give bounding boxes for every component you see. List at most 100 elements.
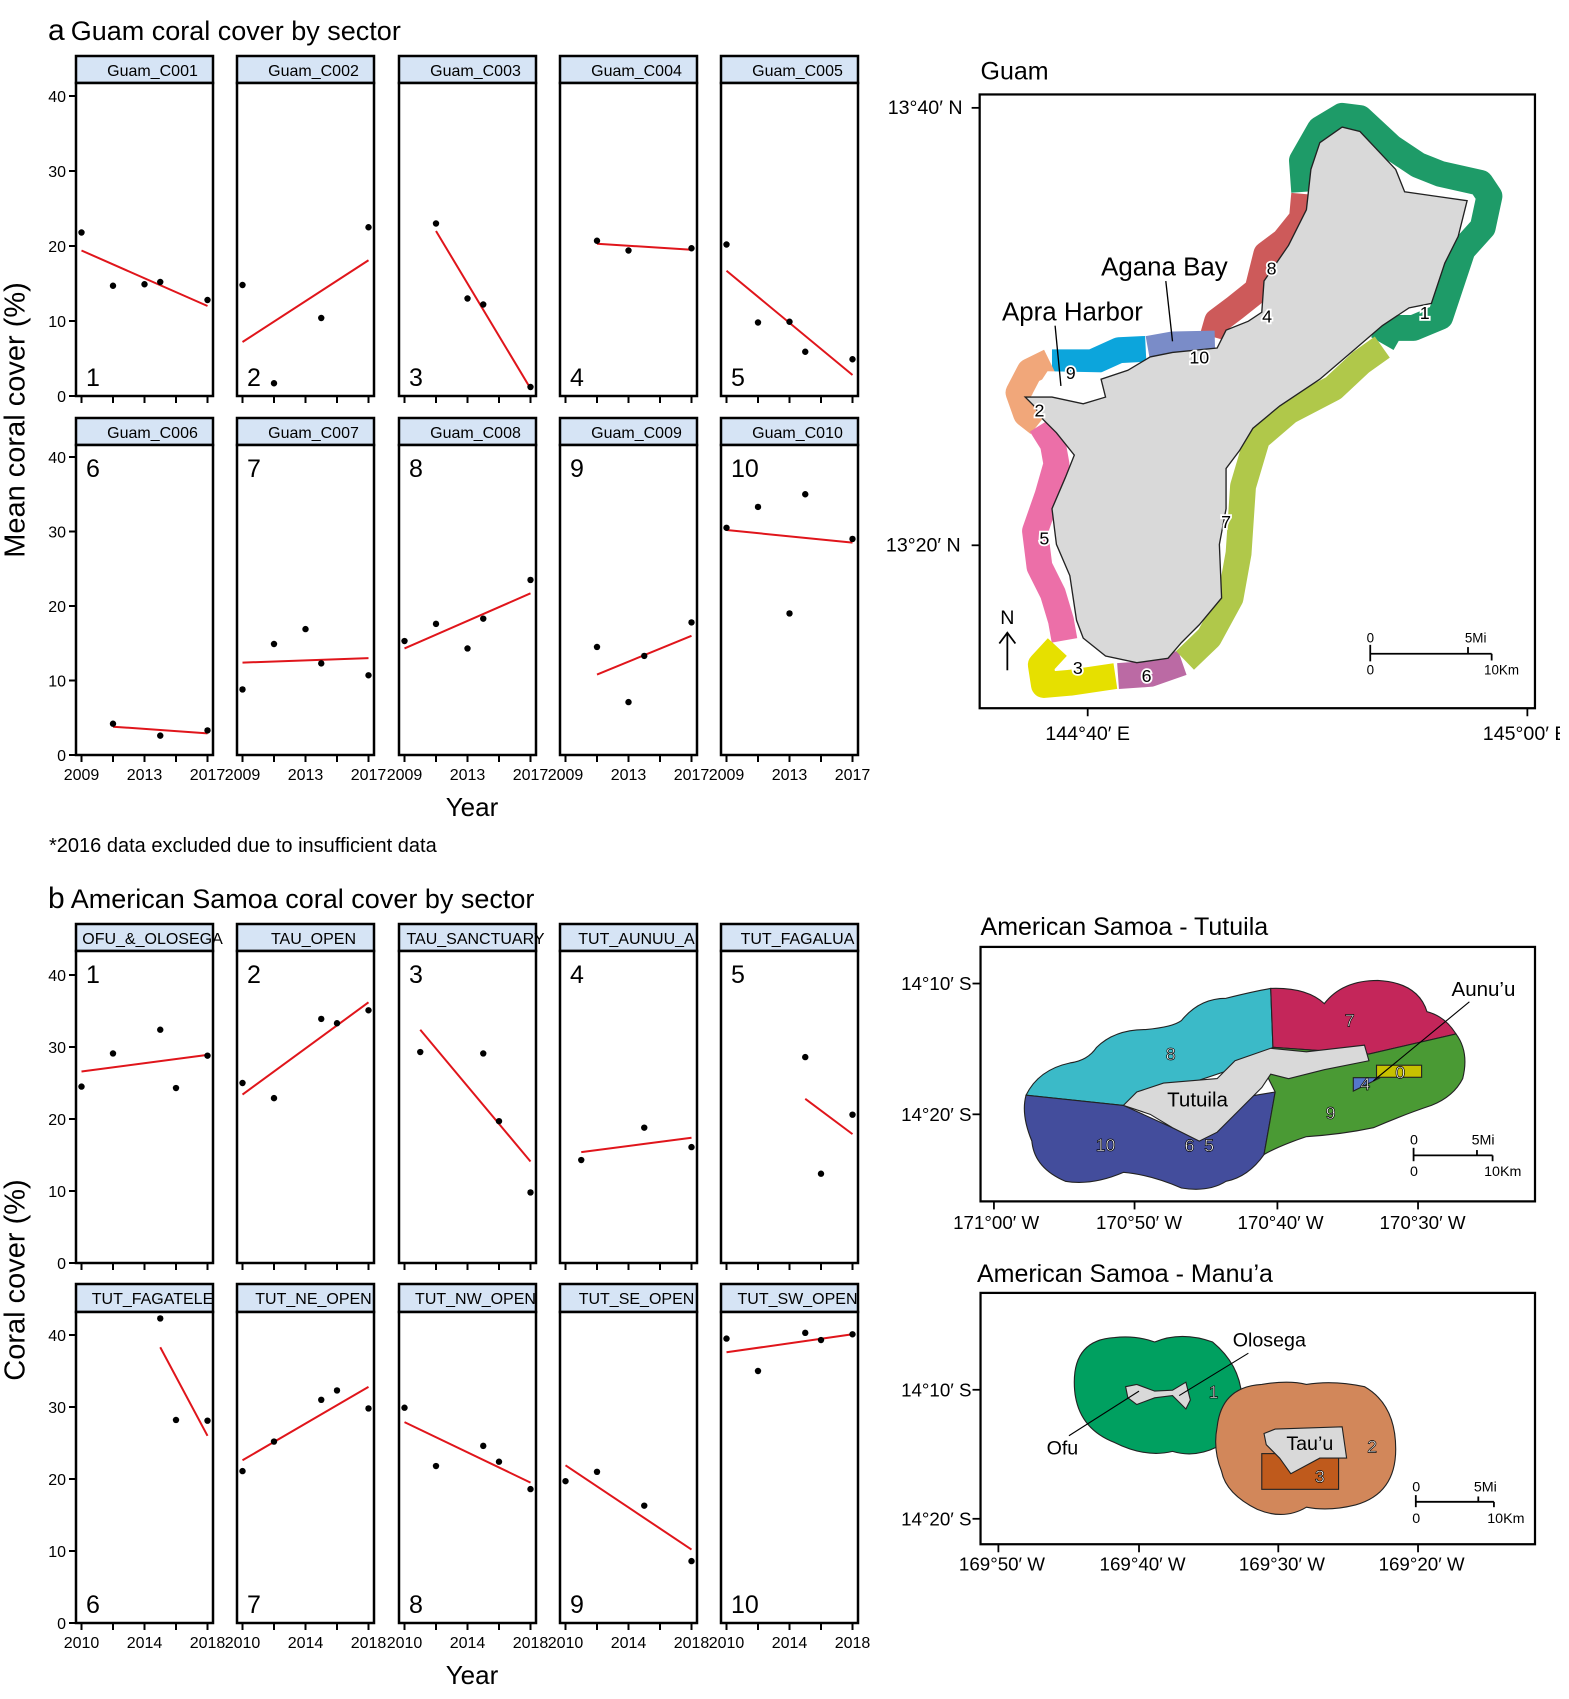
facet-strip-label: Guam_C004 (591, 63, 682, 80)
data-point (204, 727, 211, 734)
facet-plot-area (397, 949, 538, 1265)
facet-strip (558, 54, 699, 85)
x-tick-label: 2013 (450, 767, 486, 784)
x-tick-label: 2013 (127, 767, 163, 784)
facet-strip (558, 1282, 699, 1314)
facet-panel: TAU_OPEN 2 (235, 922, 376, 1270)
data-point (527, 1485, 534, 1493)
north-arrow-icon: N (998, 607, 1017, 671)
data-point (270, 1094, 278, 1102)
facet-strip-label: Guam_C002 (268, 63, 359, 80)
sector-number: 9 (570, 455, 584, 483)
guam-sector-label: 8 (1267, 258, 1277, 278)
sector-number: 10 (731, 1591, 759, 1619)
ofu-olosega-island (1124, 1381, 1191, 1410)
x-tick-label: 2017 (351, 767, 387, 784)
guam-sector-2 (1005, 349, 1056, 435)
scale-label: 10Km (1484, 1164, 1521, 1180)
data-point (688, 619, 695, 626)
data-point (625, 247, 632, 254)
guam-sector-7 (1176, 336, 1390, 670)
guam-map: Guam 13°40′ N 13°20′ N 144°40′ E 145°00′… (886, 57, 1560, 745)
tutuila-sector-label: 10 (1096, 1135, 1116, 1155)
x-tick-label: 2014 (288, 1635, 324, 1652)
facet-plot-area (719, 1310, 860, 1625)
y-tick-label: 40 (48, 1328, 66, 1345)
panel-b-title-text: American Samoa coral cover by sector (70, 884, 535, 914)
facet-strip-label: TAU_SANCTUARY (406, 931, 544, 948)
y-tick-label: 0 (57, 748, 66, 765)
footnote: *2016 data excluded due to insufficient … (49, 835, 437, 857)
manua-map-title: American Samoa - Manu’a (977, 1260, 1273, 1288)
data-point (109, 282, 117, 289)
facet-strip (558, 416, 699, 447)
sector-number: 5 (731, 961, 745, 989)
x-tick-label: 2013 (772, 767, 808, 784)
x-tick-label: 2017 (513, 767, 549, 784)
facet-strip-label: Guam_C008 (430, 425, 521, 442)
tutuila-lat-label: 14°20′ S (901, 1104, 971, 1125)
x-tick-label: 2018 (513, 1635, 549, 1652)
tau-label: Tau’u (1286, 1433, 1333, 1455)
sector-number: 10 (731, 455, 759, 483)
data-point (365, 1007, 372, 1014)
panel-b-letter: b (48, 882, 65, 915)
manua-sector-label: 3 (1315, 1467, 1325, 1487)
facet-strip (397, 416, 538, 447)
trend-line (726, 1333, 853, 1354)
x-tick-label: 2009 (64, 767, 100, 784)
y-tick-label: 30 (48, 1040, 66, 1057)
data-point (527, 576, 534, 584)
data-point (480, 1050, 487, 1057)
tutuila-sector-label: 6 (1184, 1135, 1194, 1155)
data-point (204, 1052, 211, 1059)
guam-sector-label: 1 (1420, 303, 1430, 323)
data-point (432, 1462, 440, 1470)
data-point (754, 319, 762, 326)
tutuila-sector-label: 5 (1204, 1135, 1214, 1155)
facet-panel: TUT_FAGATELE 2010 2014 2018 0 10 20 30 40 6 (48, 1282, 225, 1652)
data-point (333, 1387, 341, 1394)
sector-number: 2 (247, 961, 261, 989)
scale-label: 10Km (1484, 663, 1519, 678)
facet-strip (719, 922, 860, 953)
scale-label: 0 (1412, 1480, 1420, 1496)
data-point (239, 281, 246, 289)
facet-strip (74, 922, 215, 953)
y-tick-label: 40 (48, 968, 66, 985)
scale-label: 0 (1410, 1164, 1418, 1180)
data-point (495, 1458, 503, 1465)
sector-number: 6 (86, 1591, 100, 1619)
tutuila-sector-0 (1375, 1064, 1423, 1078)
trend-line (404, 1421, 531, 1484)
data-point (318, 314, 325, 322)
trend-line (81, 249, 208, 307)
guam-sector-1 (1289, 102, 1503, 350)
tutuila-scale-bar (1412, 1147, 1494, 1162)
trend-line (804, 1098, 854, 1135)
guam-sector-9 (1051, 335, 1147, 376)
guam-sector-label: 4 (1262, 307, 1272, 327)
panel-b-x-axis-title: Year (445, 1660, 499, 1690)
trend-line (81, 1053, 208, 1073)
x-tick-label: 2017 (835, 767, 871, 784)
manua-lon-label: 169°50′ W (959, 1554, 1045, 1575)
data-point (270, 1438, 278, 1445)
aunuu-label: Aunu’u (1452, 978, 1516, 1001)
facet-plot-area (558, 81, 699, 398)
guam-sector-label: 6 (1142, 666, 1152, 686)
manua-sector-label: 1 (1209, 1382, 1219, 1402)
manua-lat-label: 14°20′ S (901, 1508, 971, 1529)
panel-a-title: a Guam coral cover by sector (48, 14, 401, 48)
sector-number: 7 (247, 1591, 261, 1619)
data-point (432, 220, 440, 227)
guam-map-title: Guam (981, 57, 1049, 85)
sector-number: 3 (409, 961, 423, 989)
scale-label: 0 (1367, 631, 1374, 646)
facet-plot-area (558, 443, 699, 757)
sector-number: 6 (86, 455, 100, 483)
apra-harbor-label: Apra Harbor (1002, 298, 1143, 326)
data-point (204, 1417, 211, 1424)
tutuila-lon-label: 170°40′ W (1238, 1212, 1324, 1233)
y-tick-label: 20 (48, 599, 66, 616)
